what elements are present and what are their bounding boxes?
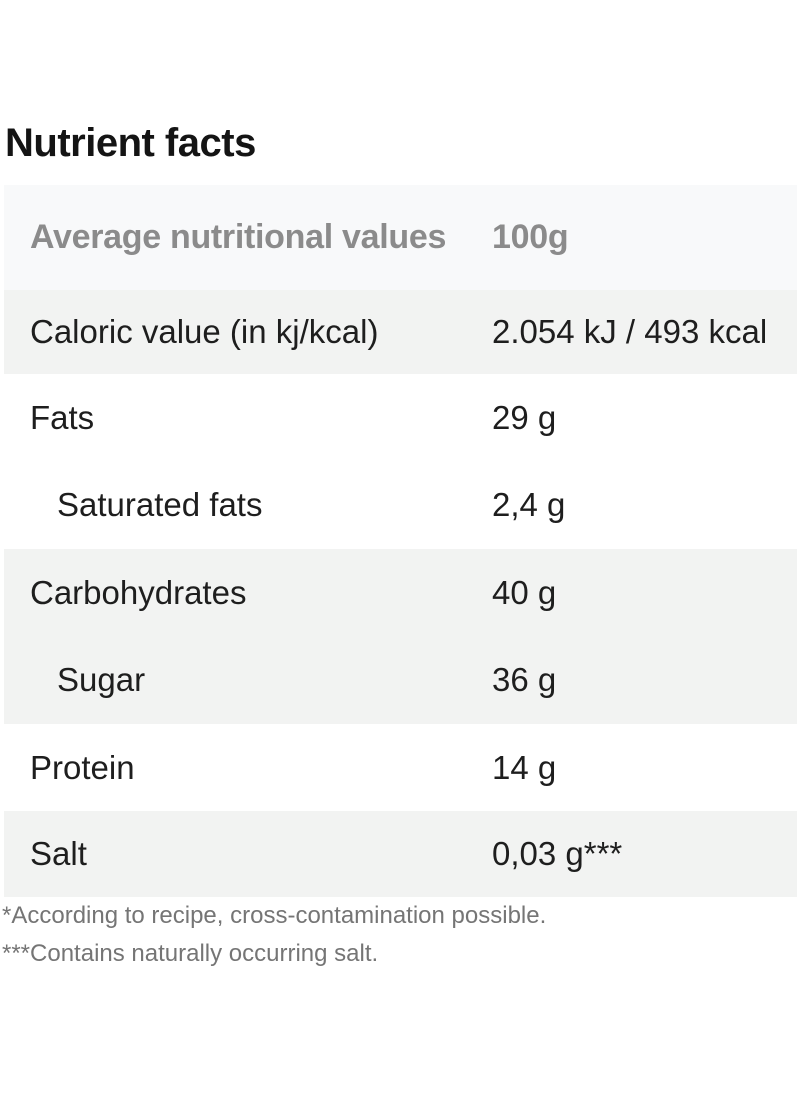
table-row-protein: Protein 14 g: [4, 724, 797, 811]
row-value: 2,4 g: [492, 486, 566, 523]
row-value: 29 g: [492, 398, 557, 436]
row-label: Saturated fats: [57, 486, 263, 523]
table-header-row: Average nutritional values 100g: [4, 185, 797, 290]
table-row-salt: Salt 0,03 g***: [4, 811, 797, 897]
header-serving-size: 100g: [492, 218, 569, 256]
footnote-natural-salt: ***Contains naturally occurring salt.: [2, 940, 379, 967]
row-value: 2.054 kJ / 493 kcal: [492, 313, 768, 350]
row-label: Sugar: [57, 661, 146, 698]
row-value: 40 g: [492, 573, 557, 611]
row-value: 36 g: [492, 661, 557, 698]
row-label: Caloric value (in kj/kcal): [30, 313, 379, 350]
row-label: Protein: [30, 748, 135, 786]
table-row-carbohydrates: Carbohydrates 40 g: [4, 549, 797, 636]
footnotes: *According to recipe, cross-contaminatio…: [2, 897, 546, 973]
table-row-sugar: Sugar 36 g: [4, 636, 797, 724]
header-label: Average nutritional values: [30, 218, 447, 256]
footnote-cross-contamination: *According to recipe, cross-contaminatio…: [2, 902, 547, 929]
table-row-caloric-value: Caloric value (in kj/kcal) 2.054 kJ / 49…: [4, 290, 797, 374]
row-value: 14 g: [492, 748, 557, 786]
table-row-fats: Fats 29 g: [4, 374, 797, 461]
row-label: Carbohydrates: [30, 573, 247, 611]
table-row-saturated-fats: Saturated fats 2,4 g: [4, 461, 797, 549]
nutrition-table: Average nutritional values 100g Caloric …: [4, 185, 797, 897]
row-label: Fats: [30, 398, 95, 436]
row-value: 0,03 g***: [492, 835, 623, 872]
row-label: Salt: [30, 835, 87, 872]
page-title: Nutrient facts: [5, 121, 256, 165]
